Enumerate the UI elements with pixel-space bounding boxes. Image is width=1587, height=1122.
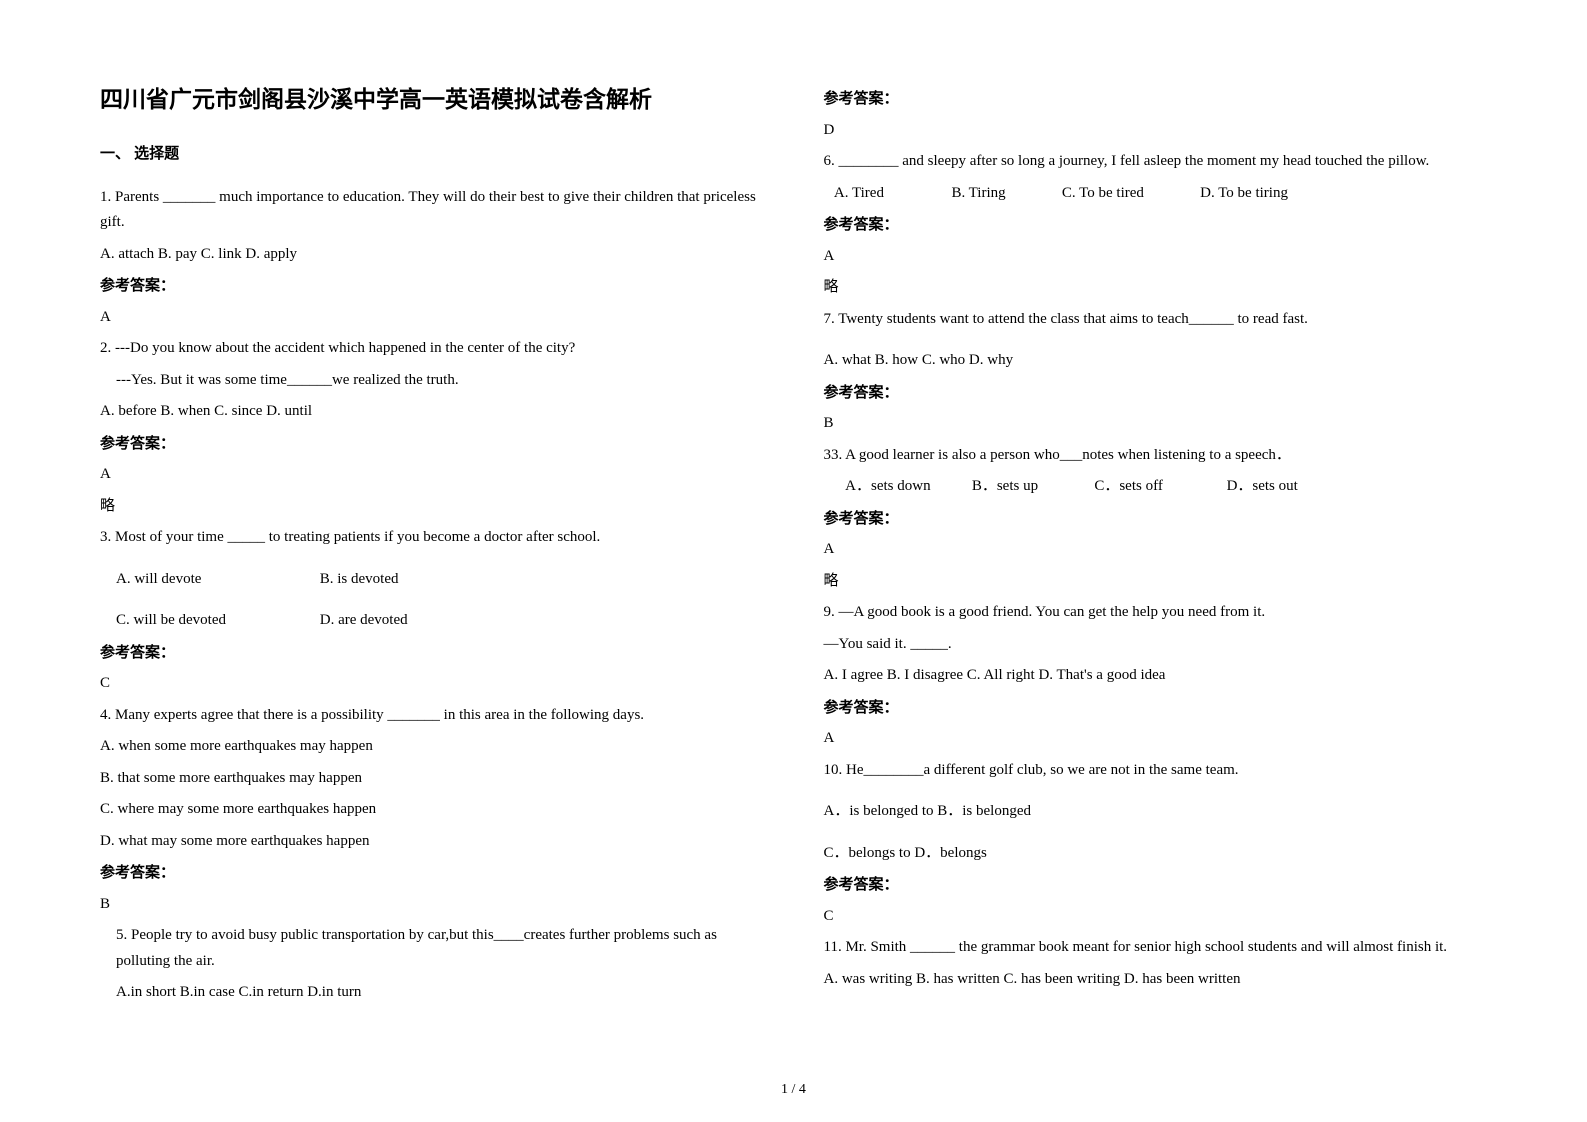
question-8: 33. A good learner is also a person who_…	[824, 443, 1488, 469]
answer-label: 参考答案：	[100, 640, 764, 666]
question-5-options: A.in short B.in case C.in return D.in tu…	[100, 980, 764, 1006]
question-2-line2: ---Yes. But it was some time______we rea…	[100, 368, 764, 394]
section-heading: 一、 选择题	[100, 141, 764, 167]
question-2-options: A. before B. when C. since D. until	[100, 399, 764, 425]
question-10-options-row1: A．is belonged to B．is belonged	[824, 799, 1488, 825]
document-title: 四川省广元市剑阁县沙溪中学高一英语模拟试卷含解析	[100, 80, 764, 119]
question-2-line1: 2. ---Do you know about the accident whi…	[100, 336, 764, 362]
omit-text: 略	[824, 275, 1488, 301]
question-6: 6. ________ and sleepy after so long a j…	[824, 149, 1488, 175]
question-9-answer: A	[824, 726, 1488, 752]
question-3-options-row1: A. will devote B. is devoted	[100, 567, 764, 593]
question-7: 7. Twenty students want to attend the cl…	[824, 307, 1488, 333]
answer-label: 参考答案：	[100, 860, 764, 886]
answer-label: 参考答案：	[824, 380, 1488, 406]
opt-d: D. are devoted	[320, 612, 408, 628]
question-10: 10. He________a different golf club, so …	[824, 758, 1488, 784]
opt-c: C. will be devoted	[116, 608, 316, 634]
question-5-answer: D	[824, 118, 1488, 144]
question-1: 1. Parents _______ much importance to ed…	[100, 185, 764, 236]
question-1-answer: A	[100, 305, 764, 331]
page-footer: 1 / 4	[0, 1082, 1587, 1098]
question-11: 11. Mr. Smith ______ the grammar book me…	[824, 935, 1488, 961]
question-7-options: A. what B. how C. who D. why	[824, 348, 1488, 374]
question-4-opt-b: B. that some more earthquakes may happen	[100, 766, 764, 792]
answer-label: 参考答案：	[100, 273, 764, 299]
answer-label: 参考答案：	[824, 212, 1488, 238]
question-4-answer: B	[100, 892, 764, 918]
question-3-answer: C	[100, 671, 764, 697]
question-2-answer: A	[100, 462, 764, 488]
page-container: 四川省广元市剑阁县沙溪中学高一英语模拟试卷含解析 一、 选择题 1. Paren…	[0, 0, 1587, 1032]
question-4: 4. Many experts agree that there is a po…	[100, 703, 764, 729]
question-6-answer: A	[824, 244, 1488, 270]
answer-label: 参考答案：	[824, 86, 1488, 112]
left-column: 四川省广元市剑阁县沙溪中学高一英语模拟试卷含解析 一、 选择题 1. Paren…	[100, 80, 764, 1012]
question-4-opt-c: C. where may some more earthquakes happe…	[100, 797, 764, 823]
question-5: 5. People try to avoid busy public trans…	[100, 923, 764, 974]
question-11-options: A. was writing B. has written C. has bee…	[824, 967, 1488, 993]
question-6-options: A. Tired B. Tiring C. To be tired D. To …	[824, 181, 1488, 207]
answer-label: 参考答案：	[100, 431, 764, 457]
question-10-answer: C	[824, 904, 1488, 930]
right-column: 参考答案： D 6. ________ and sleepy after so …	[824, 80, 1488, 1012]
question-4-opt-a: A. when some more earthquakes may happen	[100, 734, 764, 760]
question-9-line2: —You said it. _____.	[824, 632, 1488, 658]
answer-label: 参考答案：	[824, 506, 1488, 532]
omit-text: 略	[100, 494, 764, 520]
question-10-options-row2: C．belongs to D．belongs	[824, 841, 1488, 867]
question-3: 3. Most of your time _____ to treating p…	[100, 525, 764, 551]
question-1-options: A. attach B. pay C. link D. apply	[100, 242, 764, 268]
answer-label: 参考答案：	[824, 695, 1488, 721]
omit-text: 略	[824, 569, 1488, 595]
question-8-options: A．sets down B．sets up C．sets off D．sets …	[824, 474, 1488, 500]
question-8-answer: A	[824, 537, 1488, 563]
question-9-options: A. I agree B. I disagree C. All right D.…	[824, 663, 1488, 689]
question-7-answer: B	[824, 411, 1488, 437]
answer-label: 参考答案：	[824, 872, 1488, 898]
question-3-options-row2: C. will be devoted D. are devoted	[100, 608, 764, 634]
question-9-line1: 9. —A good book is a good friend. You ca…	[824, 600, 1488, 626]
opt-a: A. will devote	[116, 567, 316, 593]
question-4-opt-d: D. what may some more earthquakes happen	[100, 829, 764, 855]
opt-b: B. is devoted	[320, 571, 399, 587]
